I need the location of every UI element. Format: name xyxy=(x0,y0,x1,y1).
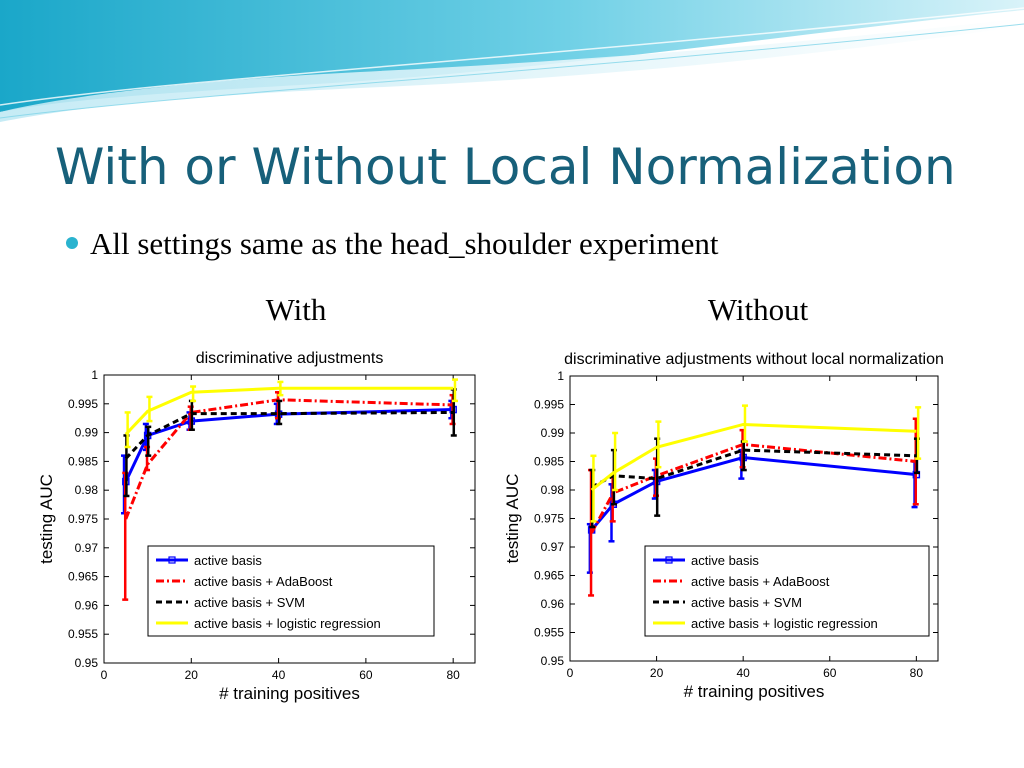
right-chart-ylabel: testing AUC xyxy=(505,474,522,564)
bullet-dot-icon xyxy=(66,236,78,249)
left-chart-xlabel: # training positives xyxy=(219,684,360,703)
left-chart-series-line xyxy=(124,398,454,520)
left-chart-ytick-label: 0.96 xyxy=(75,598,99,612)
left-chart-legend-label: active basis + logistic regression xyxy=(194,616,381,631)
left-chart-series-line xyxy=(124,386,454,436)
left-chart-ytick-label: 1 xyxy=(91,368,98,382)
right-chart-xtick-label: 40 xyxy=(736,666,750,680)
right-chart-legend-label: active basis + AdaBoost xyxy=(691,574,830,589)
left-chart-legend-label: active basis + AdaBoost xyxy=(194,574,333,589)
left-chart-ytick-label: 0.965 xyxy=(68,570,98,584)
left-chart-legend-label: active basis xyxy=(194,553,262,568)
right-chart-title: discriminative adjustments without local… xyxy=(564,351,944,368)
left-chart-series-3 xyxy=(124,378,458,449)
right-chart-legend-label: active basis + SVM xyxy=(691,595,802,610)
left-chart-series-0 xyxy=(121,399,457,515)
right-chart-ytick-label: 0.96 xyxy=(541,597,565,611)
left-chart-ylabel: testing AUC xyxy=(37,474,56,564)
right-chart-ytick-label: 0.965 xyxy=(534,569,564,583)
left-chart-ytick-label: 0.97 xyxy=(75,541,99,555)
right-chart-xtick-label: 80 xyxy=(910,666,924,680)
chart-with-normalization: discriminative adjustments 0.95 0.955 0.96 0… xyxy=(36,340,494,708)
right-chart-series-line xyxy=(590,422,917,492)
right-chart-series-2 xyxy=(589,437,920,529)
right-chart-ytick-label: 0.985 xyxy=(534,455,564,469)
right-chart-xlabel: # training positives xyxy=(684,682,825,701)
caption-with: With xyxy=(265,292,327,327)
right-chart-ytick-label: 1 xyxy=(557,369,564,383)
left-chart-xtick-label: 60 xyxy=(359,668,373,682)
left-chart-ytick-label: 0.995 xyxy=(68,397,98,411)
left-chart-ytick-label: 0.955 xyxy=(68,627,98,641)
right-chart-legend: active basis active basis + AdaBoost activ… xyxy=(644,545,930,637)
left-chart-legend: active basis active basis + AdaBoost activ… xyxy=(147,545,435,637)
left-chart-ytick-label: 0.98 xyxy=(75,483,99,497)
right-chart-xtick-label: 60 xyxy=(823,666,837,680)
left-chart-series-line xyxy=(124,410,454,460)
left-chart-ytick-label: 0.99 xyxy=(75,426,99,440)
right-chart-series-3 xyxy=(590,404,922,523)
chart-without-normalization: discriminative adjustments without local… xyxy=(503,343,989,708)
right-chart-ytick-label: 0.955 xyxy=(534,626,564,640)
left-chart-ytick-label: 0.985 xyxy=(68,454,98,468)
caption-without: Without xyxy=(707,292,809,327)
right-chart-series-line xyxy=(590,455,917,531)
bullet-text: All settings same as the head_shoulder e… xyxy=(90,226,719,261)
right-chart-xtick-label: 0 xyxy=(567,666,574,680)
right-chart-legend-label: active basis xyxy=(691,553,759,568)
chart-without-normalization-svg: discriminative adjustments without local… xyxy=(503,351,944,701)
right-chart-ytick-label: 0.97 xyxy=(541,540,565,554)
left-chart-xtick-label: 20 xyxy=(185,668,199,682)
right-chart-ytick-label: 0.99 xyxy=(541,426,565,440)
right-chart-ytick-label: 0.98 xyxy=(541,483,565,497)
right-chart-ytick-label: 0.995 xyxy=(534,398,564,412)
right-chart-ytick-label: 0.95 xyxy=(541,654,565,668)
left-chart-legend-box xyxy=(147,545,435,637)
left-chart-series-2 xyxy=(123,388,457,498)
slide-title: With or Without Local Normalization xyxy=(55,138,956,196)
right-chart-xtick-label: 20 xyxy=(650,666,664,680)
left-chart-ytick-label: 0.95 xyxy=(75,656,99,670)
left-chart-xtick-label: 80 xyxy=(446,668,460,682)
bullet-item: All settings same as the head_shoulder e… xyxy=(66,226,718,262)
chart-with-normalization-svg: discriminative adjustments 0.95 0.955 0.96 0… xyxy=(37,350,476,703)
left-chart-xtick-label: 0 xyxy=(101,668,108,682)
right-chart-legend-marker xyxy=(665,556,673,564)
left-chart-legend-marker xyxy=(168,556,176,564)
left-chart-xtick-label: 40 xyxy=(272,668,286,682)
left-chart-legend-label: active basis + SVM xyxy=(194,595,305,610)
left-chart-ytick-label: 0.975 xyxy=(68,512,98,526)
left-chart-title: discriminative adjustments xyxy=(196,350,384,367)
decorative-wave-banner xyxy=(0,0,1024,122)
right-chart-legend-label: active basis + logistic regression xyxy=(691,616,878,631)
right-chart-legend-box xyxy=(644,545,930,637)
right-chart-ytick-label: 0.975 xyxy=(534,512,564,526)
